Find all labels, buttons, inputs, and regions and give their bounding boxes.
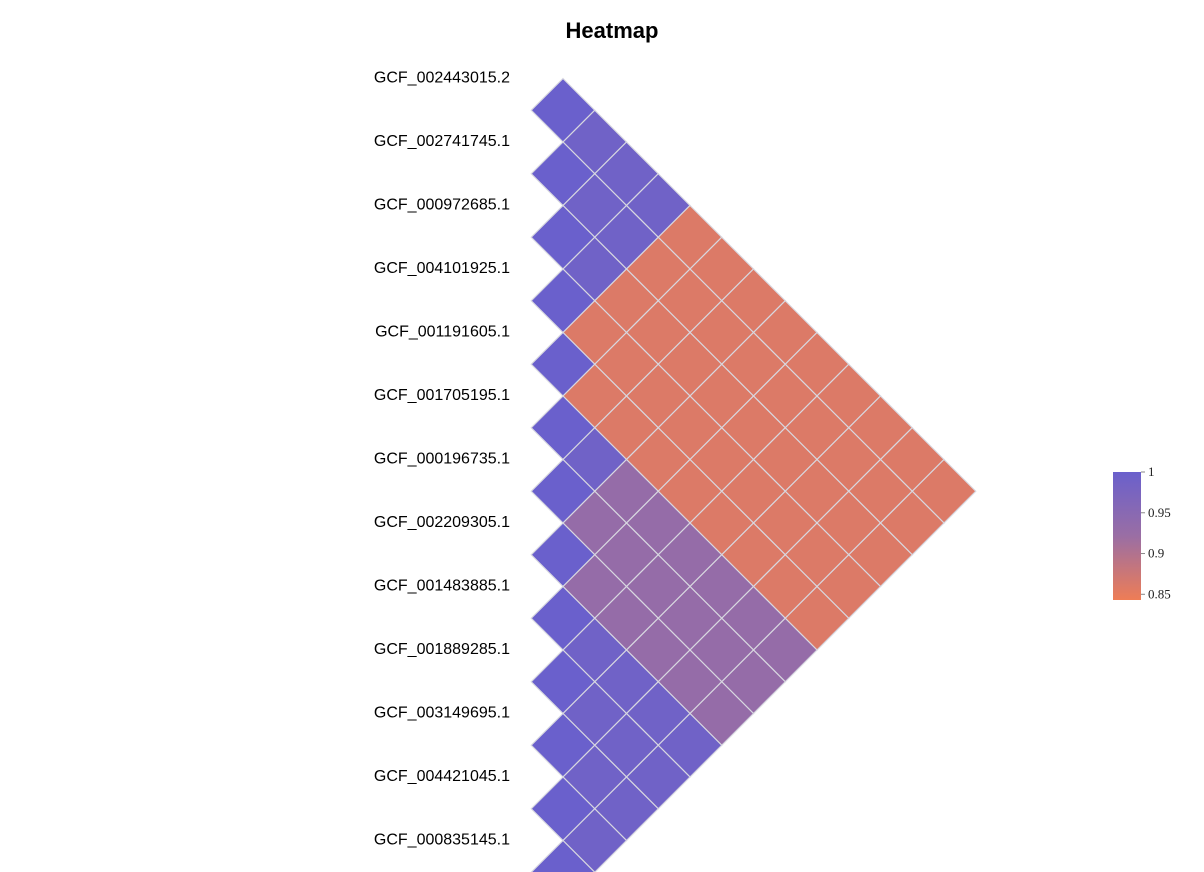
legend-ticks: 1 0.95 0.9 0.85 <box>1141 464 1171 601</box>
legend-colorbar <box>1113 472 1141 600</box>
heatmap-cell <box>530 839 596 872</box>
row-label: GCF_003149695.1 <box>374 705 510 722</box>
row-label: GCF_001191605.1 <box>375 324 510 341</box>
row-label: GCF_004421045.1 <box>374 768 510 785</box>
row-label: GCF_000196735.1 <box>374 451 510 468</box>
legend-tick-label: 0.95 <box>1148 505 1171 520</box>
row-label: GCF_001889285.1 <box>374 641 510 658</box>
chart-title: Heatmap <box>566 18 659 43</box>
row-label: GCF_001483885.1 <box>374 578 510 595</box>
color-legend: 1 0.95 0.9 0.85 <box>1113 464 1171 601</box>
row-label: GCF_001705195.1 <box>374 387 510 404</box>
row-label: GCF_004101925.1 <box>374 260 510 277</box>
heatmap-cells <box>530 77 977 872</box>
row-label: GCF_002209305.1 <box>374 514 510 531</box>
row-label: GCF_002741745.1 <box>374 133 510 150</box>
row-label: GCF_000835145.1 <box>374 832 510 849</box>
legend-tick-label: 1 <box>1148 464 1155 479</box>
row-label: GCF_002443015.2 <box>374 70 510 87</box>
legend-tick-label: 0.9 <box>1148 546 1164 561</box>
row-label: GCF_000972685.1 <box>374 197 510 214</box>
row-labels: GCF_002443015.2 GCF_002741745.1 GCF_000972… <box>374 70 510 849</box>
legend-tick-label: 0.85 <box>1148 586 1171 601</box>
